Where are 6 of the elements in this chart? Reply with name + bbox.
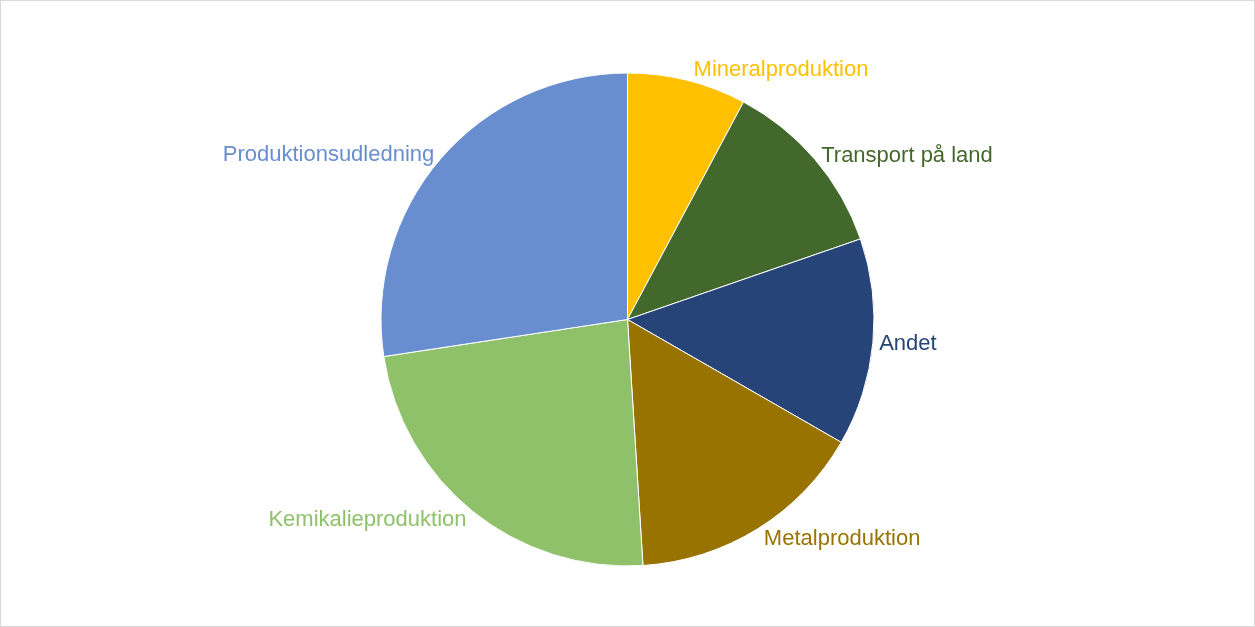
slice-label: Andet bbox=[879, 330, 937, 356]
slice-label: Transport på land bbox=[821, 141, 993, 167]
slice-label: Metalproduktion bbox=[763, 525, 921, 551]
slice-label: Mineralproduktion bbox=[693, 56, 869, 82]
slice-label: Produktionsudledning bbox=[222, 141, 435, 167]
slice-label: Kemikalieproduktion bbox=[268, 506, 467, 532]
